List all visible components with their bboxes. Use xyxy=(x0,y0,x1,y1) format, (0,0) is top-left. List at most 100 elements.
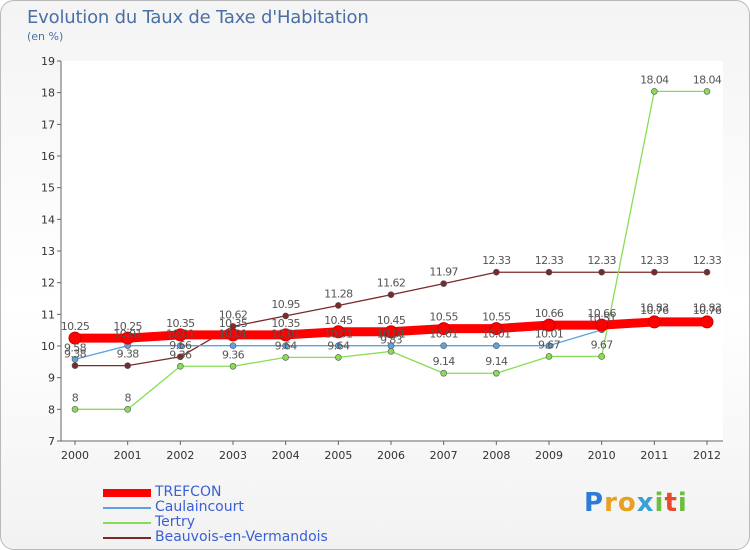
data-point xyxy=(71,355,79,363)
data-label: 9.67 xyxy=(591,338,614,351)
logo-letter: i xyxy=(677,488,688,518)
data-point xyxy=(335,302,342,309)
chart-unit: (en %) xyxy=(27,30,64,43)
data-label: 12.33 xyxy=(535,254,564,267)
x-tick-label: 2009 xyxy=(535,449,563,462)
data-label: 10.76 xyxy=(693,304,722,317)
data-label: 8 xyxy=(124,391,131,404)
data-point xyxy=(493,268,500,276)
data-point xyxy=(647,315,661,329)
data-point xyxy=(598,353,605,360)
data-label: 10.01 xyxy=(271,328,300,341)
logo-letter: x xyxy=(636,488,655,518)
logo-letter: t xyxy=(664,488,678,518)
data-label: 12.33 xyxy=(640,254,669,267)
x-tick-label: 2005 xyxy=(324,449,352,462)
data-label: 10.83 xyxy=(640,302,669,315)
legend-swatch-beauvois xyxy=(103,537,151,539)
data-point xyxy=(440,280,447,287)
data-point xyxy=(387,348,395,355)
data-label: 10.83 xyxy=(693,302,722,315)
x-tick-label: 2012 xyxy=(693,449,721,462)
data-label: 10.01 xyxy=(429,328,458,341)
data-point xyxy=(545,342,553,349)
data-label: 10.25 xyxy=(61,320,90,333)
y-tick-label: 18 xyxy=(41,87,55,100)
data-label: 10.66 xyxy=(587,307,616,320)
data-point xyxy=(651,88,658,95)
data-label: 10.35 xyxy=(271,317,300,330)
data-label: 10.51 xyxy=(587,312,616,325)
data-point xyxy=(542,318,556,332)
data-label: 9.14 xyxy=(485,355,508,368)
data-label: 18.04 xyxy=(640,73,669,86)
legend-label-beauvois: Beauvois-en-Vermandois xyxy=(155,529,328,545)
legend-label-tertry: Tertry xyxy=(155,514,196,530)
x-tick-label: 2007 xyxy=(430,449,458,462)
data-label: 10.76 xyxy=(640,304,669,317)
data-label: 10.45 xyxy=(377,314,406,327)
data-point xyxy=(335,354,342,361)
data-label: 9.38 xyxy=(117,348,140,361)
data-point xyxy=(331,325,345,339)
data-point xyxy=(384,325,398,339)
legend-swatch-caulaincourt xyxy=(103,507,151,509)
data-point xyxy=(387,291,395,299)
data-label: 10.01 xyxy=(113,328,142,341)
data-label: 12.33 xyxy=(482,254,511,267)
data-label: 9.36 xyxy=(222,348,245,361)
x-tick-label: 2008 xyxy=(482,449,510,462)
chart-title: Evolution du Taux de Taxe d'Habitation xyxy=(27,7,369,28)
data-label: 9.67 xyxy=(538,338,561,351)
y-tick-label: 14 xyxy=(41,213,55,226)
data-label: 9.64 xyxy=(327,339,350,352)
data-point xyxy=(229,362,237,370)
y-tick-label: 8 xyxy=(48,403,55,416)
data-label: 10.01 xyxy=(535,328,564,341)
data-point xyxy=(282,342,289,349)
data-label: 10.95 xyxy=(271,298,300,311)
proxiti-logo: Proxiti xyxy=(584,488,688,518)
data-label: 10.01 xyxy=(324,328,353,341)
data-point xyxy=(437,322,451,336)
data-label: 10.62 xyxy=(219,308,248,321)
data-point xyxy=(177,342,184,349)
line-chart: 7 8 9 10 11 12 13 14 15 16 17 18 19 2000 2001 2002 2003 2… xyxy=(41,55,723,462)
x-tick-label: 2000 xyxy=(61,449,89,462)
x-tick-label: 2002 xyxy=(166,449,194,462)
y-tick-label: 7 xyxy=(48,435,55,448)
data-point xyxy=(279,328,293,342)
y-tick-label: 10 xyxy=(41,340,55,353)
data-point xyxy=(173,328,187,342)
data-point xyxy=(493,369,500,377)
y-tick-label: 15 xyxy=(41,182,55,195)
data-point xyxy=(124,406,131,413)
data-point xyxy=(545,268,553,276)
data-label: 9.36 xyxy=(169,348,192,361)
data-label: 12.33 xyxy=(693,254,722,267)
data-label: 11.97 xyxy=(429,266,458,279)
x-tick-label: 2004 xyxy=(272,449,300,462)
data-point xyxy=(489,322,503,336)
legend-swatch-tertry xyxy=(103,522,151,524)
data-label: 10.01 xyxy=(219,328,248,341)
y-tick-label: 9 xyxy=(48,372,55,385)
legend-swatch-trefcon xyxy=(103,489,151,497)
y-tick-label: 13 xyxy=(41,245,55,258)
data-point xyxy=(545,353,553,360)
data-point xyxy=(71,362,79,369)
data-point xyxy=(700,315,714,329)
data-point xyxy=(71,406,79,413)
data-point xyxy=(598,268,605,276)
data-label: 12.33 xyxy=(587,254,616,267)
data-point xyxy=(68,331,82,345)
data-label: 8 xyxy=(72,391,79,404)
logo-letter: P xyxy=(584,488,605,518)
data-label: 11.62 xyxy=(377,277,406,290)
x-tick-label: 2001 xyxy=(114,449,142,462)
plot-area xyxy=(61,61,723,441)
data-point xyxy=(335,342,342,349)
data-point xyxy=(282,354,289,361)
data-point xyxy=(387,342,395,349)
